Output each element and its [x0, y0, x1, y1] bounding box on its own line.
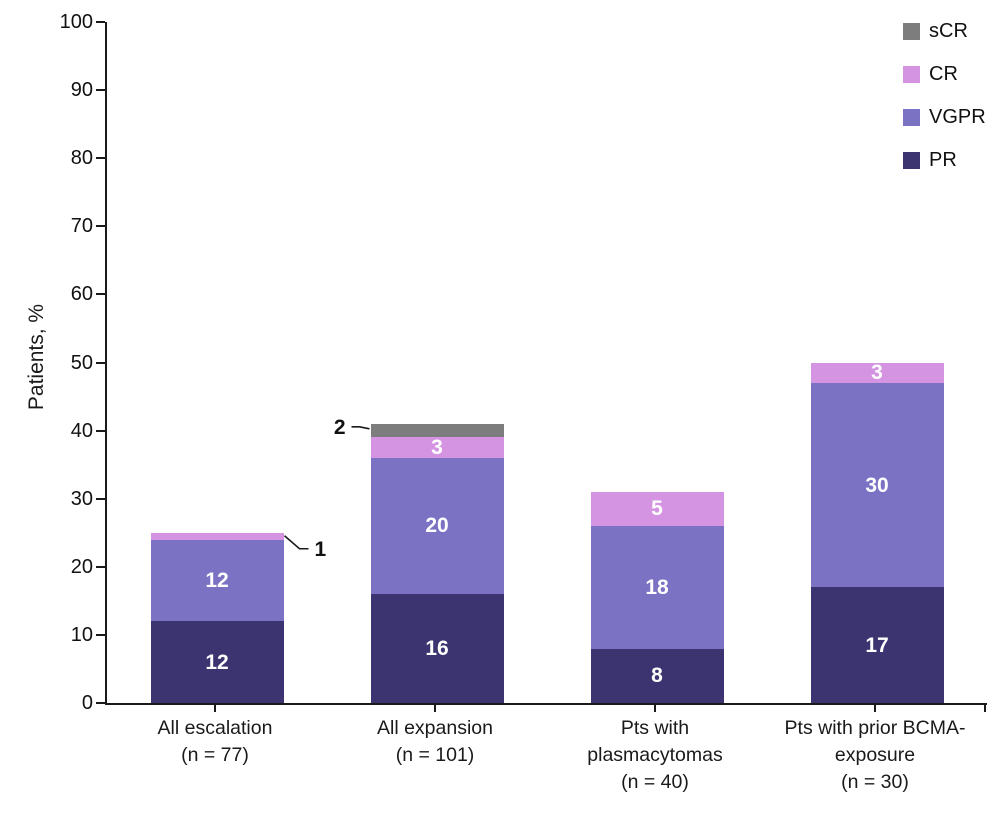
- bar-value-label: 8: [651, 664, 663, 688]
- bar-segment-cr-2: 5: [590, 491, 724, 526]
- y-tick-mark: [96, 497, 105, 500]
- y-tick-label: 80: [70, 147, 93, 170]
- y-tick-mark: [96, 429, 105, 432]
- legend-swatch-scr: [903, 22, 920, 40]
- bar-segment-vgpr-1: 20: [370, 457, 504, 595]
- y-tick-label: 10: [70, 623, 93, 646]
- x-tick-mark: [214, 705, 216, 712]
- y-tick-mark: [96, 293, 105, 296]
- y-tick-mark: [96, 702, 105, 704]
- legend-label: VGPR: [929, 105, 986, 128]
- bar-segment-vgpr-0: 12: [150, 539, 284, 622]
- bar-segment-cr-1: 3: [370, 436, 504, 460]
- legend-swatch-vgpr: [903, 108, 920, 126]
- bar-segment-cr-3: 3: [810, 361, 944, 385]
- x-category-label-line: (n = 77): [181, 744, 249, 766]
- bar-segment-vgpr-3: 30: [810, 382, 944, 588]
- y-tick-label: 70: [70, 215, 93, 238]
- bar-segment-cr-0: [150, 532, 284, 540]
- y-tick-label: 90: [70, 79, 93, 102]
- bar-segment-pr-3: 17: [810, 587, 944, 703]
- x-category-label-line: plasmacytomas: [587, 744, 723, 766]
- legend-label: sCR: [929, 19, 968, 42]
- legend: sCR CR VGPR PR: [903, 18, 986, 190]
- bar-value-label: 12: [205, 650, 229, 674]
- bar-value-label: 12: [205, 568, 229, 592]
- y-tick-label: 30: [70, 487, 93, 510]
- x-category-label-2: Pts with plasmacytomas (n = 40): [540, 715, 770, 796]
- x-category-label-line: All expansion: [377, 717, 493, 739]
- y-tick-mark: [96, 225, 105, 228]
- x-category-label-line: Pts with prior BCMA-: [784, 717, 966, 739]
- x-category-label-3: Pts with prior BCMA-exposure (n = 30): [760, 715, 990, 796]
- callout-label-cr: 1: [314, 537, 327, 561]
- legend-item-cr: CR: [903, 61, 986, 87]
- legend-item-pr: PR: [903, 147, 986, 173]
- bar-value-label: 18: [645, 575, 669, 599]
- y-tick-mark: [96, 89, 105, 92]
- bar-segment-scr-1: [370, 423, 504, 438]
- x-category-label-line: All escalation: [157, 717, 273, 739]
- x-category-label-line: exposure: [834, 744, 916, 766]
- legend-label: PR: [929, 148, 957, 171]
- x-axis-end-tick: [984, 705, 986, 712]
- bar-value-label: 17: [865, 633, 889, 657]
- legend-item-vgpr: VGPR: [903, 104, 986, 130]
- bar-value-label: 5: [651, 497, 663, 521]
- legend-item-scr: sCR: [903, 18, 986, 44]
- y-tick-label: 0: [81, 692, 93, 714]
- bar-value-label: 3: [871, 361, 883, 385]
- x-category-label-1: All expansion (n = 101): [320, 715, 550, 769]
- bar-segment-pr-0: 12: [150, 621, 284, 703]
- legend-swatch-cr: [903, 65, 920, 83]
- x-category-label-line: (n = 101): [395, 744, 475, 766]
- callout-label-scr: 2: [333, 415, 346, 439]
- bar-segment-pr-1: 16: [370, 594, 504, 703]
- bar-value-label: 16: [425, 637, 449, 660]
- y-tick-label: 40: [70, 419, 93, 442]
- x-category-label-0: All escalation (n = 77): [100, 715, 330, 769]
- bar-segment-pr-2: 8: [590, 648, 724, 703]
- x-category-label-line: Pts with: [620, 717, 690, 739]
- plot-area: 12 12 1 16 20 3 2 8 18 5 17 30 3: [105, 22, 987, 705]
- legend-swatch-pr: [903, 151, 920, 169]
- legend-label: CR: [929, 62, 958, 85]
- y-tick-label: 20: [70, 555, 93, 578]
- x-tick-mark: [434, 705, 436, 712]
- bar-segment-vgpr-2: 18: [590, 525, 724, 649]
- bar-value-label: 20: [425, 514, 449, 538]
- bar-value-label: 30: [865, 473, 889, 497]
- bar-value-label: 3: [431, 436, 443, 460]
- x-tick-mark: [654, 705, 656, 712]
- y-tick-mark: [96, 21, 105, 23]
- x-category-label-line: (n = 30): [841, 771, 909, 793]
- y-tick-label: 100: [59, 11, 93, 33]
- x-tick-mark: [874, 705, 876, 712]
- y-tick-label: 50: [70, 351, 93, 374]
- y-tick-mark: [96, 361, 105, 364]
- y-tick-mark: [96, 565, 105, 568]
- y-tick-label: 60: [70, 283, 93, 306]
- y-tick-mark: [96, 157, 105, 160]
- y-tick-mark: [96, 633, 105, 636]
- x-category-label-line: (n = 40): [621, 771, 689, 793]
